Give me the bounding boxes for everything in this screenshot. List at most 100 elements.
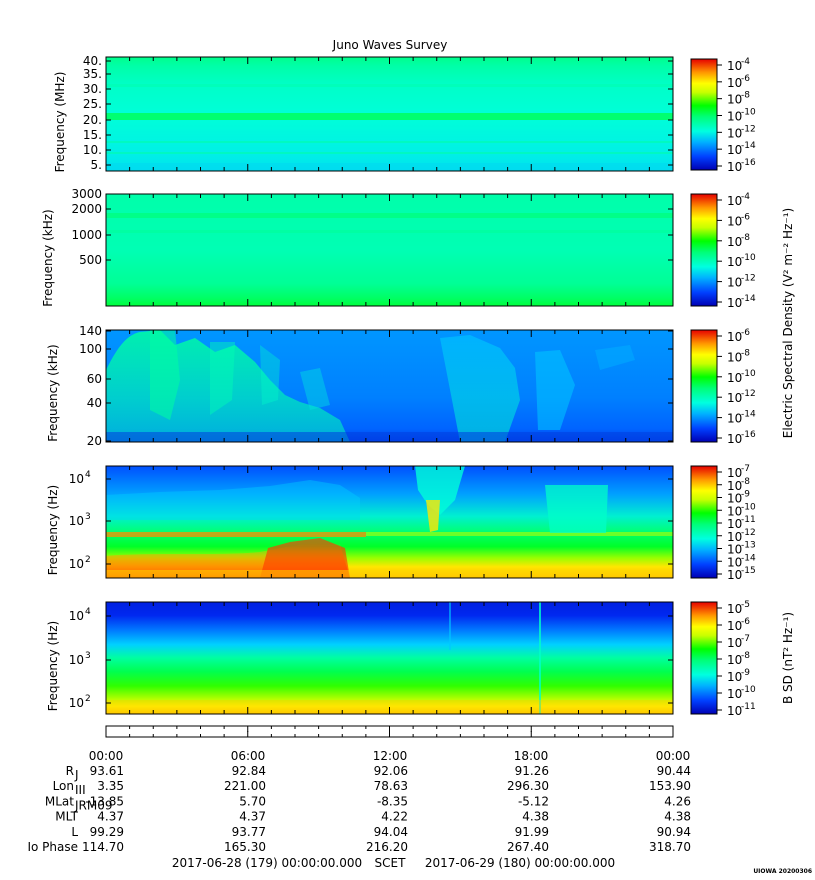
- colorbar-4: [690, 465, 718, 579]
- y-tick-exponent: 2: [85, 555, 91, 565]
- colorbar-1: [690, 58, 718, 171]
- ephemeris-row-label: Lon: [53, 779, 74, 793]
- scet-label: SCET: [375, 856, 407, 870]
- y-tick-label: 10: [69, 557, 84, 571]
- ephemeris-value: 165.30: [224, 840, 266, 854]
- y-tick-exponent: 4: [85, 607, 91, 617]
- colorbar-tick-exponent: -14: [741, 553, 756, 563]
- panel-3-axes: 140 100 60 40 20: [79, 324, 674, 448]
- colorbar-tick-exponent: -8: [741, 477, 750, 487]
- ephemeris-value: -5.12: [518, 794, 549, 808]
- ephemeris-value: 99.29: [90, 825, 124, 839]
- colorbar-tick-exponent: -12: [741, 528, 756, 538]
- colorbar-tick-exponent: -6: [741, 74, 750, 84]
- panel-2-spectrogram: [105, 193, 674, 307]
- colorbar-tick-exponent: -6: [741, 328, 750, 338]
- panel-5-spectrogram: [105, 601, 674, 715]
- panel-1-spectrogram: [105, 56, 674, 172]
- ephemeris-value: 91.26: [515, 764, 549, 778]
- colorbar-tick-exponent: -8: [741, 348, 750, 358]
- colorbar-tick-exponent: -11: [741, 515, 756, 525]
- colorbar-tick-exponent: -8: [741, 91, 750, 101]
- colorbar-tick-exponent: -4: [741, 192, 750, 202]
- y-tick-label: 3000: [71, 187, 102, 201]
- ephemeris-value: 216.20: [366, 840, 408, 854]
- y-tick-label: 10: [69, 472, 84, 486]
- colorbar-tick-label: 10: [727, 93, 742, 107]
- colorbar-tick-exponent: -11: [741, 702, 756, 712]
- colorbar-tick-label: 10: [727, 330, 742, 344]
- figure-title: Juno Waves Survey: [332, 38, 448, 52]
- colorbar-tick-label: 10: [727, 194, 742, 208]
- ephemeris-value: 114.70: [82, 840, 124, 854]
- panel-4-spectrogram: [105, 465, 674, 579]
- colorbar-tick-label: 10: [727, 412, 742, 426]
- colorbar-tick-label: 10: [727, 466, 742, 480]
- ephemeris-value: 267.40: [507, 840, 549, 854]
- ephemeris-row-label: R: [66, 764, 74, 778]
- colorbar-4-ticks: 10-710-810-910-1010-1110-1210-1310-1410-…: [717, 464, 756, 582]
- colorbar-tick-label: 10: [727, 391, 742, 405]
- y-tick-label: 20.: [83, 113, 102, 127]
- colorbar-tick-exponent: -14: [741, 294, 756, 304]
- panel-3-ylabel: Frequency (kHz): [46, 344, 60, 441]
- y-tick-label: 10: [69, 609, 84, 623]
- colorbar-tick-exponent: -14: [741, 410, 756, 420]
- y-tick-label: 20: [87, 434, 102, 448]
- y-tick-label: 60: [87, 372, 102, 386]
- panel-5-ylabel: Frequency (Hz): [46, 621, 60, 712]
- colorbar-tick-label: 10: [727, 670, 742, 684]
- ephemeris-value: 4.37: [239, 810, 266, 824]
- colorbar-tick-exponent: -10: [741, 502, 756, 512]
- colorbar-tick-exponent: -12: [741, 389, 756, 399]
- colorbar-tick-label: 10: [727, 530, 742, 544]
- ephemeris-value: 90.44: [657, 764, 691, 778]
- y-tick-label: 140: [79, 324, 102, 338]
- y-tick-exponent: 3: [85, 512, 91, 522]
- y-tick-exponent: 4: [85, 470, 91, 480]
- colorbar-tick-exponent: -15: [741, 566, 756, 576]
- panel-4-ylabel: Frequency (Hz): [46, 485, 60, 576]
- ephemeris-value: 318.70: [649, 840, 691, 854]
- time-label: 00:00: [89, 749, 124, 763]
- colorbar-tick-label: 10: [727, 214, 742, 228]
- colorbar-tick-exponent: -10: [741, 108, 756, 118]
- colorbar-tick-label: 10: [727, 555, 742, 569]
- ephemeris-row-label: Io Phase: [27, 840, 78, 854]
- y-tick-label: 100: [79, 342, 102, 356]
- colorbar-tick-exponent: -14: [741, 141, 756, 151]
- colorbar-tick-exponent: -13: [741, 541, 756, 551]
- time-label: 18:00: [514, 749, 549, 763]
- y-tick-label: 10: [69, 514, 84, 528]
- colorbar-tick-exponent: -7: [741, 464, 750, 474]
- colorbar-5: [690, 601, 718, 715]
- ephemeris-table: 00:00 06:00 12:00 18:00 00:00 R J 93.61 92.84 92.…: [27, 749, 691, 854]
- ephemeris-value: -8.35: [377, 794, 408, 808]
- ephemeris-value: 3.35: [97, 779, 124, 793]
- colorbar-tick-label: 10: [727, 479, 742, 493]
- colorbar-tick-label: 10: [727, 276, 742, 290]
- panel-1-ylabel: Frequency (MHz): [53, 72, 67, 173]
- credit-label: UIOWA 20200306: [753, 868, 812, 875]
- ephemeris-value: 153.90: [649, 779, 691, 793]
- time-axis-ticks: [105, 726, 674, 737]
- colorbar-tick-label: 10: [727, 517, 742, 531]
- colorbar-tick-exponent: -8: [741, 233, 750, 243]
- ephemeris-row-label: MLat: [45, 794, 74, 808]
- bsd-label: B SD (nT² Hz⁻¹): [781, 612, 795, 704]
- colorbar-tick-label: 10: [727, 255, 742, 269]
- colorbar-tick-exponent: -4: [741, 57, 750, 67]
- y-tick-label: 500: [79, 253, 102, 267]
- y-tick-label: 10.: [83, 143, 102, 157]
- colorbar-tick-exponent: -16: [741, 430, 756, 440]
- y-tick-label: 30.: [83, 82, 102, 96]
- colorbar-tick-label: 10: [727, 371, 742, 385]
- time-label: 00:00: [656, 749, 691, 763]
